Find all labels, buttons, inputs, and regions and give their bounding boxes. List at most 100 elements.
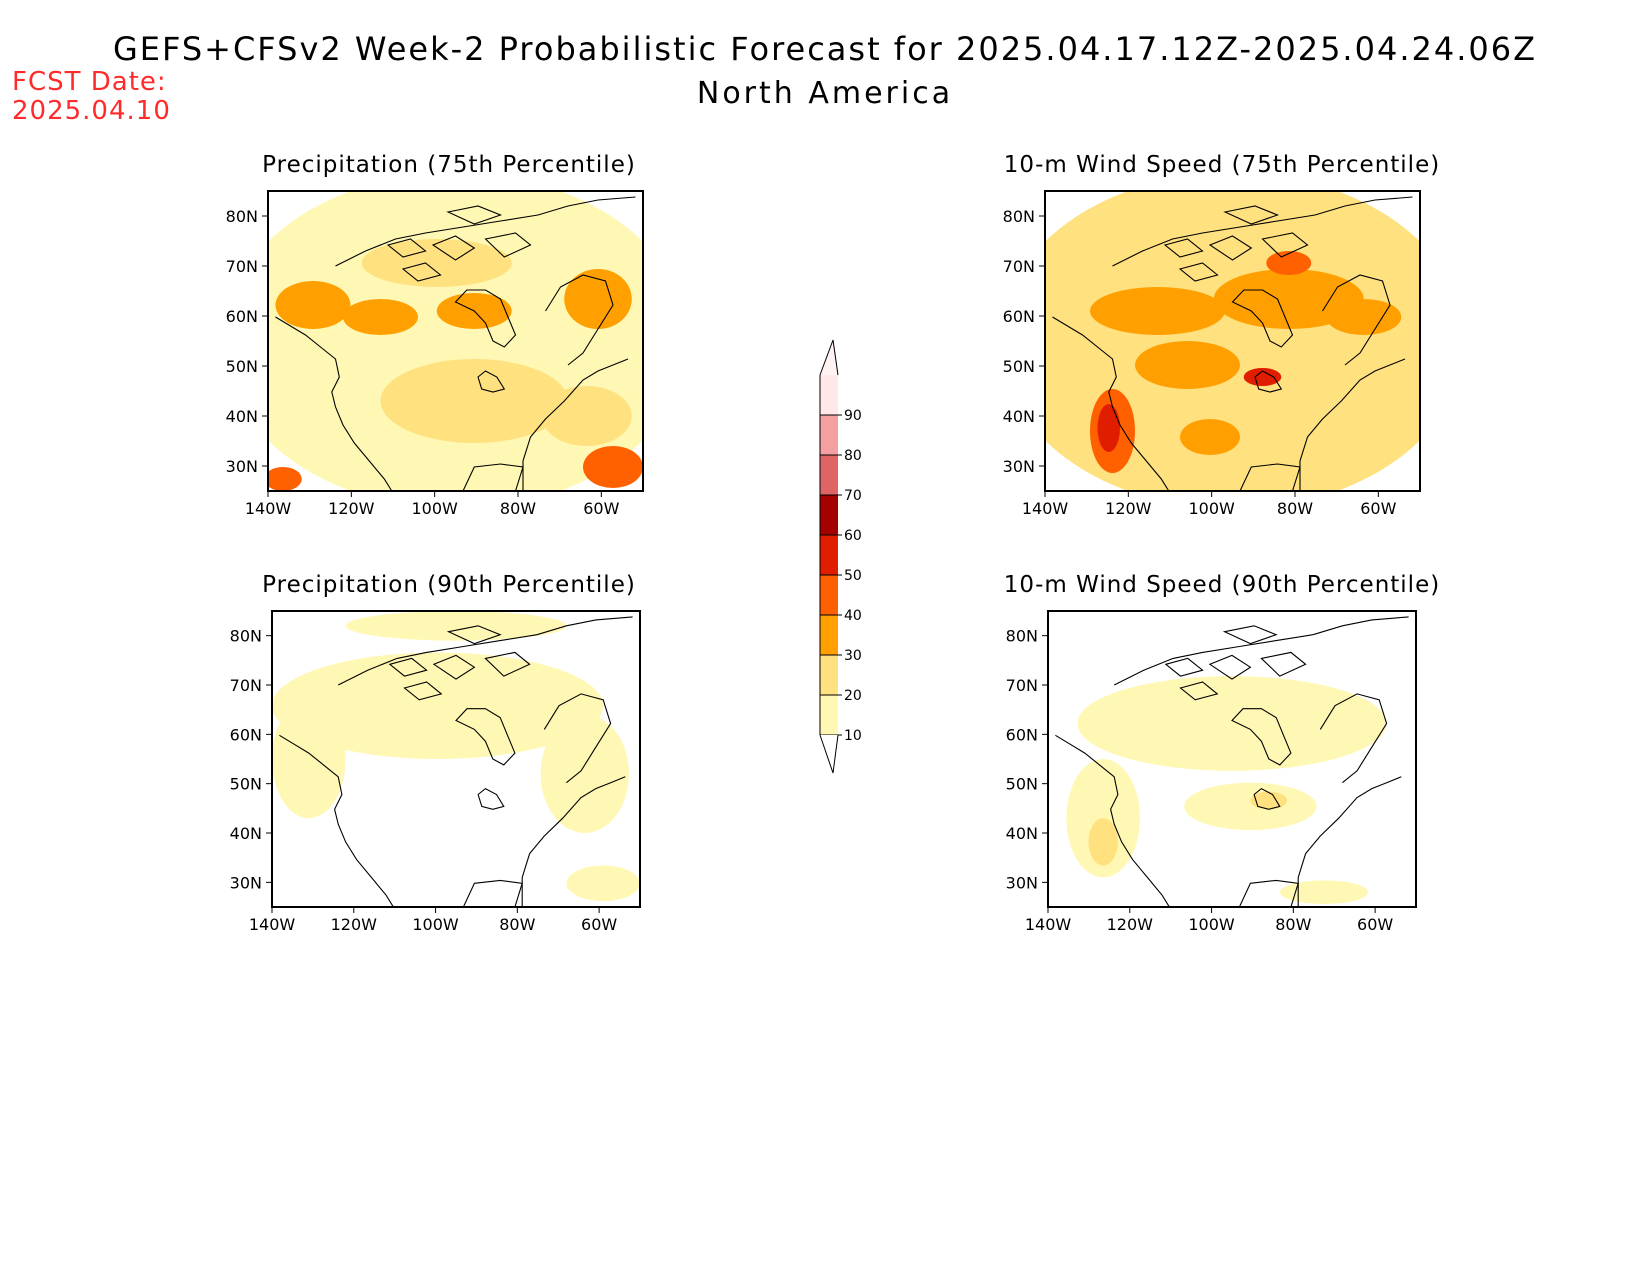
coastline: [431, 235, 476, 261]
shading-layer: [1048, 611, 1416, 907]
shade-region: [540, 714, 629, 833]
lon-tick-label: 120W: [1105, 499, 1152, 518]
shade-region: [583, 446, 643, 488]
lon-tick-label: 60W: [583, 499, 619, 518]
shade-region: [272, 699, 346, 819]
colorbar-label: 10: [844, 728, 862, 744]
fcst-date-label: FCST Date:: [12, 67, 167, 97]
colorbar-swatch: [820, 415, 838, 455]
panel-title-precip-90: Precipitation (90th Percentile): [262, 572, 636, 598]
coastline: [335, 196, 636, 267]
coastline: [1223, 205, 1280, 225]
coastline: [275, 316, 393, 491]
map-frame: [1044, 190, 1421, 492]
lat-tick-label: 60N: [226, 307, 258, 326]
shading-layer: [1045, 191, 1420, 491]
lat-tick-label: 30N: [1006, 873, 1038, 892]
lon-tick-label: 120W: [328, 499, 375, 518]
coastline: [1260, 651, 1307, 677]
colorbar-swatch: [820, 535, 838, 575]
lon-tick-label: 100W: [1188, 915, 1235, 934]
map-wind-75: 80N 70N 60N 50N 40N 30N 140W 120W 100W 80W 60W: [1003, 190, 1421, 518]
lon-tick-label: 80W: [500, 499, 536, 518]
coastline: [521, 776, 626, 907]
lon-tick-label: 140W: [1025, 915, 1072, 934]
coastline: [1208, 235, 1253, 261]
lon-tick-label: 60W: [1360, 499, 1396, 518]
map-precip-75: 80N 70N 60N 50N 40N 30N 140W 120W 100W 80W 60W: [226, 190, 644, 518]
shade-region: [1180, 419, 1240, 455]
lon-tick-label: 120W: [1107, 915, 1154, 934]
lon-tick-label: 80W: [1277, 499, 1313, 518]
lat-tick-label: 30N: [230, 873, 262, 892]
shade-region: [1077, 676, 1387, 771]
coastline: [1052, 316, 1170, 491]
coastline: [401, 262, 442, 282]
colorbar-label: 30: [844, 648, 862, 664]
colorbar-legend: 10 20 30 40 50 60 70 80 90: [819, 339, 862, 774]
map-wind-90: 80N 70N 60N 50N 40N 30N 140W 120W 100W 80W 60W: [1006, 610, 1417, 934]
shade-region: [1243, 368, 1282, 386]
coastline: [455, 708, 516, 766]
lat-tick-label: 60N: [1006, 725, 1038, 744]
colorbar-top-tip: [819, 339, 839, 376]
lat-tick-label: 70N: [226, 257, 258, 276]
lat-tick-label: 30N: [226, 457, 258, 476]
lon-tick-label: 140W: [1022, 499, 1069, 518]
colorbar-swatch: [820, 655, 838, 695]
coastline: [403, 681, 443, 701]
coastline: [1299, 358, 1406, 491]
lon-tick-label: 60W: [581, 915, 617, 934]
lat-tick-label: 50N: [1006, 775, 1038, 794]
shade-region: [345, 611, 567, 641]
coastline: [1261, 232, 1309, 258]
fcst-date-block: FCST Date: 2025.04.10: [12, 68, 171, 126]
colorbar-swatch: [820, 455, 838, 495]
map-frame: [1047, 610, 1417, 908]
coastline: [1208, 654, 1252, 680]
shade-region: [1213, 269, 1364, 329]
coastline: [477, 370, 506, 393]
coastline: [1231, 708, 1292, 766]
colorbar-label: 60: [844, 528, 862, 544]
colorbar-bottom-tip: [819, 734, 839, 774]
coastline: [388, 657, 428, 677]
shade-region: [564, 269, 632, 329]
coastline: [1178, 262, 1219, 282]
lon-tick-label: 80W: [499, 915, 535, 934]
shade-region: [1066, 759, 1140, 878]
lat-tick-label: 80N: [226, 207, 258, 226]
panel-title-wind-75: 10-m Wind Speed (75th Percentile): [1003, 152, 1441, 178]
coastline: [1113, 616, 1409, 686]
lon-tick-label: 140W: [245, 499, 292, 518]
coastline: [543, 693, 612, 784]
coastline: [1239, 463, 1301, 491]
lat-tick-label: 80N: [1003, 207, 1035, 226]
lat-tick-label: 50N: [230, 775, 262, 794]
lat-tick-label: 40N: [230, 824, 262, 843]
shade-region: [1184, 782, 1317, 831]
lat-tick-label: 60N: [1003, 307, 1035, 326]
shade-region: [1097, 404, 1120, 452]
coastline: [484, 651, 531, 677]
shade-region: [566, 865, 640, 902]
lat-tick-label: 40N: [1003, 407, 1035, 426]
map-frame: [267, 190, 644, 492]
shade-region: [1090, 287, 1225, 335]
coastline: [1297, 776, 1402, 907]
coastline: [1163, 238, 1204, 258]
coastline: [1253, 787, 1281, 810]
shade-region: [361, 239, 512, 287]
shade-region: [275, 281, 351, 329]
colorbar-swatch: [820, 495, 838, 535]
shade-region: [268, 467, 302, 491]
coastline: [1231, 289, 1294, 348]
shade-region: [1088, 818, 1118, 866]
coastline: [545, 274, 614, 366]
lon-tick-label: 100W: [412, 915, 459, 934]
coastline: [462, 879, 523, 907]
coastline: [1319, 693, 1388, 784]
fcst-date-value: 2025.04.10: [12, 96, 171, 126]
colorbar-label: 90: [844, 408, 862, 424]
map-precip-90: 80N 70N 60N 50N 40N 30N 140W 120W 100W 80W 60W: [230, 610, 641, 934]
